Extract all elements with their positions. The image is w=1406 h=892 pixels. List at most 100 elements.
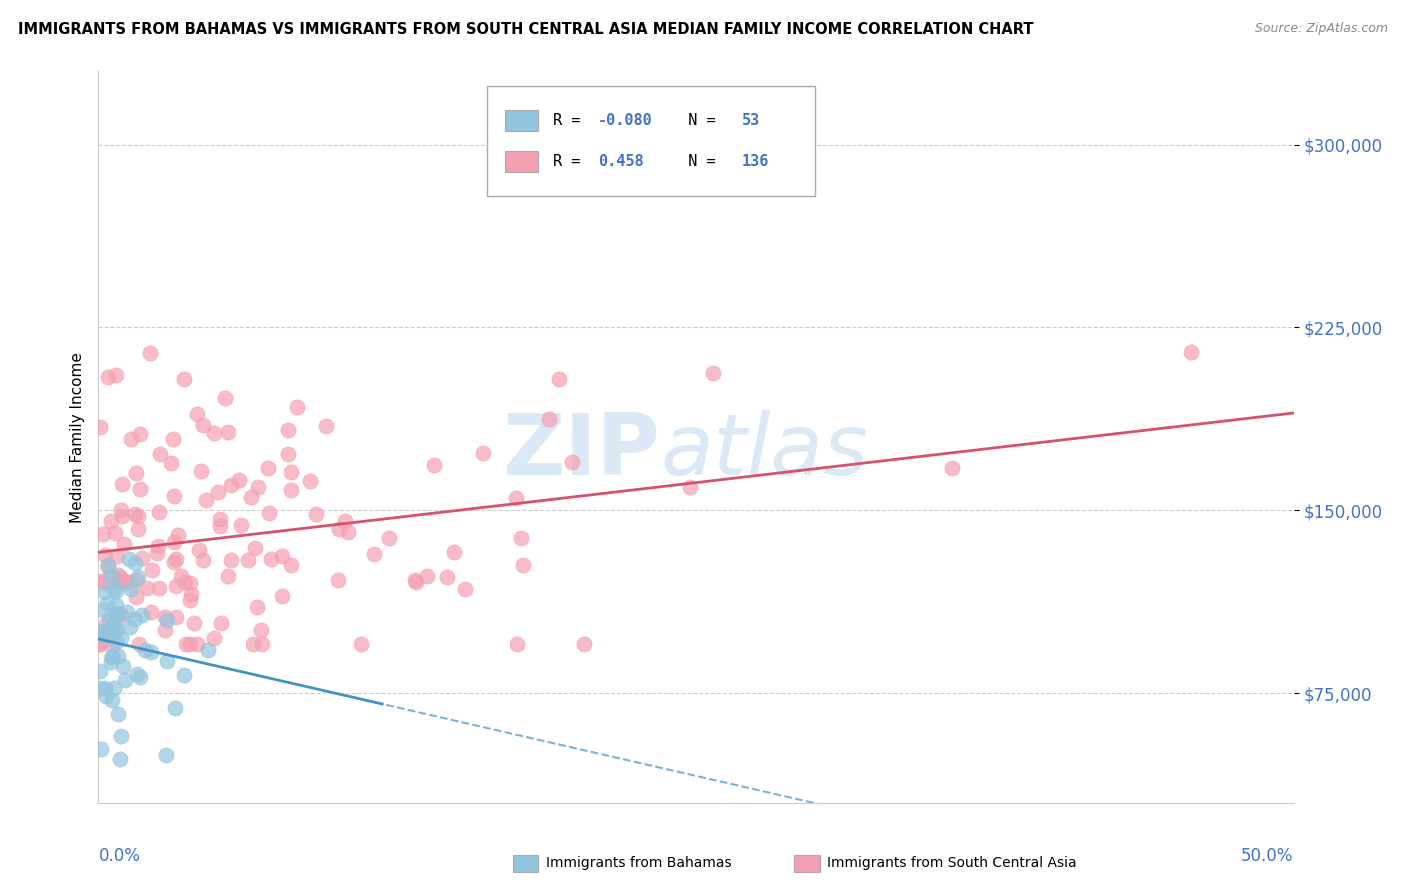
Point xyxy=(124,612,146,626)
Point xyxy=(89,681,111,695)
Point xyxy=(139,605,162,619)
Point xyxy=(112,537,135,551)
Point xyxy=(101,648,124,663)
Point xyxy=(243,541,266,555)
Point xyxy=(89,664,111,678)
Point xyxy=(105,606,128,620)
Point xyxy=(89,637,111,651)
Point xyxy=(155,623,177,637)
Text: R =: R = xyxy=(553,153,589,169)
Point xyxy=(124,556,146,570)
Point xyxy=(110,631,132,645)
Point xyxy=(94,585,117,599)
Point xyxy=(112,574,135,588)
Point xyxy=(159,456,181,470)
Text: -0.080: -0.080 xyxy=(598,113,652,128)
Point xyxy=(350,637,373,651)
Point xyxy=(537,412,560,426)
Point xyxy=(165,610,187,624)
Point xyxy=(941,461,963,475)
Point xyxy=(191,553,214,567)
Point xyxy=(104,584,127,599)
Point xyxy=(315,419,337,434)
Point xyxy=(702,366,724,380)
Point xyxy=(90,624,112,639)
Point xyxy=(193,417,215,432)
Point xyxy=(125,573,148,587)
Point xyxy=(208,511,231,525)
Point xyxy=(280,466,302,480)
Point xyxy=(173,372,195,386)
Text: 53: 53 xyxy=(741,113,759,128)
Point xyxy=(163,489,186,503)
Point xyxy=(155,610,177,624)
Point xyxy=(129,482,152,496)
Point xyxy=(333,514,356,528)
Point xyxy=(110,477,132,491)
Point xyxy=(270,549,292,563)
Point xyxy=(111,508,134,523)
Point xyxy=(110,502,132,516)
Point xyxy=(179,637,201,651)
Point xyxy=(173,575,195,590)
Point xyxy=(505,491,527,506)
Point xyxy=(108,570,131,584)
Point xyxy=(270,589,292,603)
Point xyxy=(165,579,187,593)
Point xyxy=(97,559,120,574)
Point xyxy=(104,368,127,383)
Text: 50.0%: 50.0% xyxy=(1241,847,1294,864)
Point xyxy=(246,600,269,615)
Point xyxy=(107,706,129,721)
Point xyxy=(146,546,169,560)
Point xyxy=(135,581,157,595)
Point xyxy=(96,616,118,631)
Point xyxy=(100,655,122,669)
Point xyxy=(146,539,169,553)
Point xyxy=(250,637,273,651)
Point xyxy=(166,551,188,566)
Point xyxy=(90,574,112,588)
Point xyxy=(163,555,186,569)
Point xyxy=(129,427,152,442)
Point xyxy=(127,666,149,681)
Point xyxy=(120,432,142,446)
Point xyxy=(194,493,217,508)
Point xyxy=(93,628,115,642)
Point xyxy=(405,574,427,589)
Point xyxy=(156,613,179,627)
Point xyxy=(134,643,156,657)
Point xyxy=(118,551,141,566)
Point xyxy=(110,608,132,623)
Point xyxy=(217,569,239,583)
Point xyxy=(139,645,162,659)
Text: 136: 136 xyxy=(741,153,769,169)
Point xyxy=(94,548,117,562)
Point xyxy=(183,615,205,630)
Point xyxy=(129,670,152,684)
Point xyxy=(257,506,280,520)
Y-axis label: Median Family Income: Median Family Income xyxy=(69,351,84,523)
Point xyxy=(173,668,195,682)
Point xyxy=(111,658,134,673)
Point xyxy=(107,607,129,621)
Point xyxy=(305,507,328,521)
Point xyxy=(105,622,128,636)
Point xyxy=(107,648,129,663)
Point xyxy=(436,570,458,584)
Point xyxy=(242,637,264,651)
Point xyxy=(416,569,439,583)
Point xyxy=(127,522,149,536)
Point xyxy=(141,563,163,577)
Point xyxy=(512,558,534,572)
Point xyxy=(229,518,252,533)
Point xyxy=(228,473,250,487)
Text: atlas: atlas xyxy=(661,410,868,493)
Text: Immigrants from Bahamas: Immigrants from Bahamas xyxy=(546,856,731,871)
Point xyxy=(120,620,142,634)
Point xyxy=(148,447,170,461)
Point xyxy=(299,474,322,488)
Point xyxy=(103,582,125,597)
Point xyxy=(197,642,219,657)
Point xyxy=(180,587,202,601)
